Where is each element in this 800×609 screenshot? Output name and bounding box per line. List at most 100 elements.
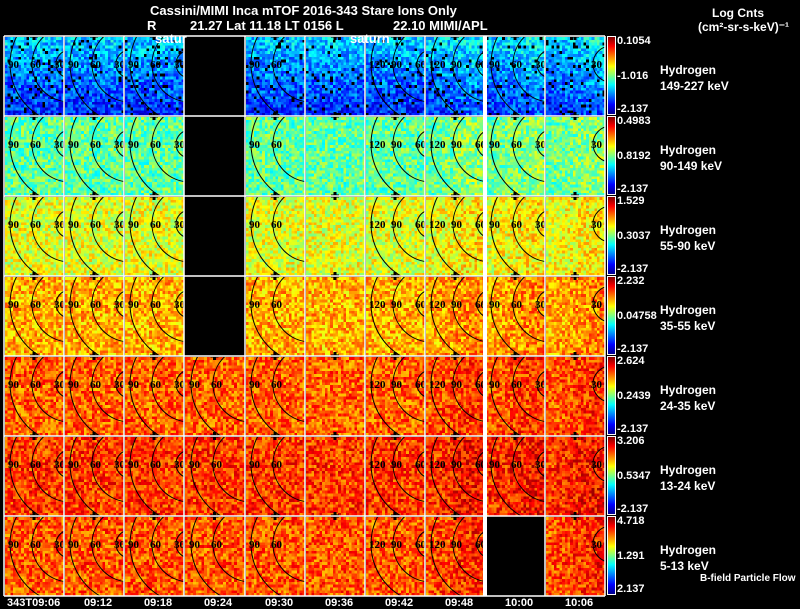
contour-line [115,290,124,318]
contour-line [115,450,124,478]
contour-line [129,196,162,276]
contour-line [512,356,545,423]
contour-label: 90 [68,459,80,471]
contour-line [452,196,485,263]
contour-line [272,436,305,503]
contour-label: 30 [114,379,126,391]
planet-label: saturn [350,31,390,46]
contour-label: 60 [511,139,523,151]
contour-label: 60 [475,299,487,311]
contour-label: 90 [128,59,140,71]
contour-line [430,196,463,276]
contour-label: 30 [174,299,186,311]
contour-label: 90 [68,59,80,71]
contour-label: 90 [249,299,261,311]
contour-label: 60 [511,59,523,71]
contour-label: 90 [249,379,261,391]
contour-label: 90 [489,59,501,71]
contour-line [69,436,102,516]
colorbar [607,116,616,195]
contour-label: 30 [54,139,66,151]
bfield-legend: B-field Particle Flow [700,573,796,584]
contour-line [175,290,184,318]
contour-line [175,210,184,238]
contour-label: 90 [249,219,261,231]
contour-line [115,130,124,158]
contour-line [392,356,425,423]
contour-line [250,516,283,596]
contour-label: 90 [128,379,140,391]
energy-range: 35-55 keV [660,319,716,333]
colorbar-mid-label: 0.3037 [617,230,651,242]
colorbar-min-label: 2.137 [617,583,645,595]
contour-line [392,36,425,103]
heatmap-panel [546,517,605,596]
contour-line [592,126,605,162]
contour-label: 60 [90,59,102,71]
energy-range: 149-227 keV [660,79,729,93]
contour-label: 30 [114,459,126,471]
contour-line [212,436,245,503]
species-name: Hydrogen [660,143,717,157]
contour-label: 90 [489,299,501,311]
colorbar [607,36,616,115]
empty-panel [185,117,245,196]
contour-line [9,36,42,116]
heatmap-panel [546,197,605,276]
contour-label: 90 [189,379,201,391]
colorbar-max-label: 4.718 [617,515,645,527]
contour-label: 120 [429,379,446,391]
contour-line [55,210,64,238]
contour-line [31,36,64,103]
contour-label: 30 [114,59,126,71]
contour-line [69,356,102,436]
contour-line [250,436,283,516]
contour-label: 60 [271,379,283,391]
colorbar [607,196,616,275]
species-label: Hydrogen 13-24 keV [660,462,716,494]
colorbar-max-label: 2.232 [617,275,645,287]
contour-line [91,196,124,263]
contour-label: 60 [271,59,283,71]
contour-line [175,450,184,478]
colorbar-max-label: 1.529 [617,195,645,207]
contour-line [490,436,523,516]
contour-label: 30 [54,459,66,471]
contour-line [250,196,283,276]
species-label: Hydrogen 55-90 keV [660,222,716,254]
contour-label: 90 [68,219,80,231]
contour-label: 60 [30,379,42,391]
contour-line [392,116,425,183]
contour-line [452,356,485,423]
contour-label: 90 [68,299,80,311]
species-name: Hydrogen [660,303,717,317]
species-label: Hydrogen 35-55 keV [660,302,716,334]
species-label: Hydrogen 90-149 keV [660,142,722,174]
contour-label: 60 [211,379,223,391]
species-name: Hydrogen [660,383,717,397]
energy-range: 90-149 keV [660,159,723,173]
empty-panel [486,517,545,596]
contour-label: 60 [30,539,42,551]
contour-line [370,436,403,516]
contour-line [31,276,64,343]
contour-line [490,116,523,196]
contour-label: 90 [451,459,463,471]
contour-line [452,516,485,583]
heatmap-panel [546,37,605,116]
contour-label: 90 [8,219,20,231]
contour-line [69,36,102,116]
contour-label: 60 [90,139,102,151]
x-tick-label: 09:18 [144,597,173,609]
contour-line [476,210,485,238]
contour-label: 60 [475,539,487,551]
x-tick-label: 09:30 [265,597,294,609]
contour-label: 30 [54,59,66,71]
contour-label: 120 [369,299,386,311]
contour-label: 60 [150,139,162,151]
contour-line [9,516,42,596]
contour-label: 90 [189,539,201,551]
contour-line [430,116,463,196]
colorbar-min-label: -2.137 [617,103,649,115]
